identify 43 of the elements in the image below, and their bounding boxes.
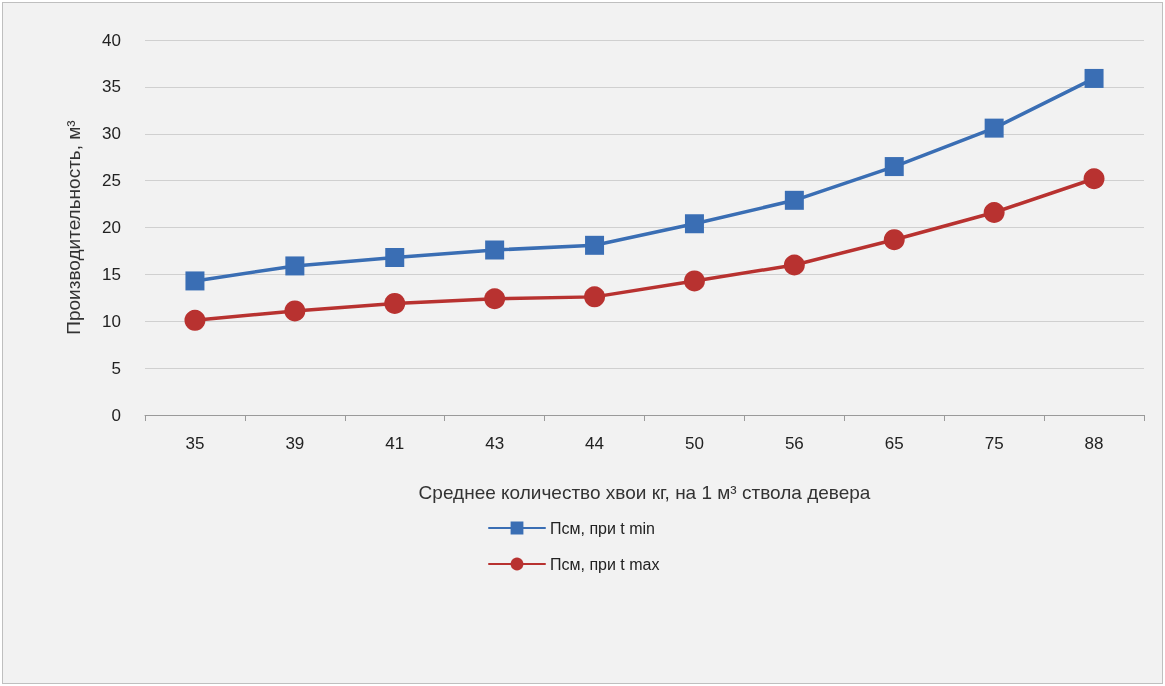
point [284, 300, 306, 322]
point [385, 248, 405, 267]
legend-label: Псм, при t min [550, 519, 656, 537]
y-axis-title: Производительность, м³ [63, 120, 84, 335]
point [783, 254, 805, 276]
legend-label: Псм, при t max [550, 555, 660, 573]
y-tick-label: 0 [111, 405, 121, 425]
point [784, 190, 804, 210]
point [984, 118, 1004, 138]
y-tick-label: 10 [102, 311, 121, 331]
x-tick-label: 39 [285, 434, 305, 453]
x-axis-title: Среднее количество хвои кг, на 1 м³ ствола девера [418, 482, 871, 503]
point [1083, 168, 1105, 190]
point [683, 270, 705, 292]
point [684, 214, 704, 234]
y-tick-label: 35 [102, 77, 121, 97]
x-tick-label: 88 [1084, 434, 1104, 453]
x-tick-label: 35 [185, 434, 205, 453]
x-tick-label: 50 [684, 434, 704, 453]
y-tick-label: 30 [102, 124, 121, 144]
y-tick-label: 25 [102, 171, 121, 191]
point [1084, 68, 1104, 88]
point [484, 288, 506, 310]
point [983, 202, 1005, 223]
point [584, 286, 606, 308]
y-tick-label: 15 [102, 264, 121, 284]
y-tick-label: 5 [111, 358, 121, 378]
point [485, 240, 505, 260]
x-tick-label: 56 [784, 434, 804, 453]
x-tick-label: 41 [385, 434, 405, 453]
point [585, 235, 605, 255]
point [185, 271, 205, 291]
point [184, 309, 206, 331]
point [884, 157, 904, 177]
x-tick-label: 75 [984, 434, 1004, 453]
point [384, 292, 406, 314]
x-tick-label: 44 [585, 434, 605, 453]
x-tick-label: 43 [485, 434, 505, 453]
y-tick-label: 40 [102, 30, 121, 50]
y-tick-label: 20 [102, 218, 121, 237]
point [285, 256, 305, 276]
point [883, 229, 905, 251]
x-tick-label: 65 [884, 434, 904, 453]
